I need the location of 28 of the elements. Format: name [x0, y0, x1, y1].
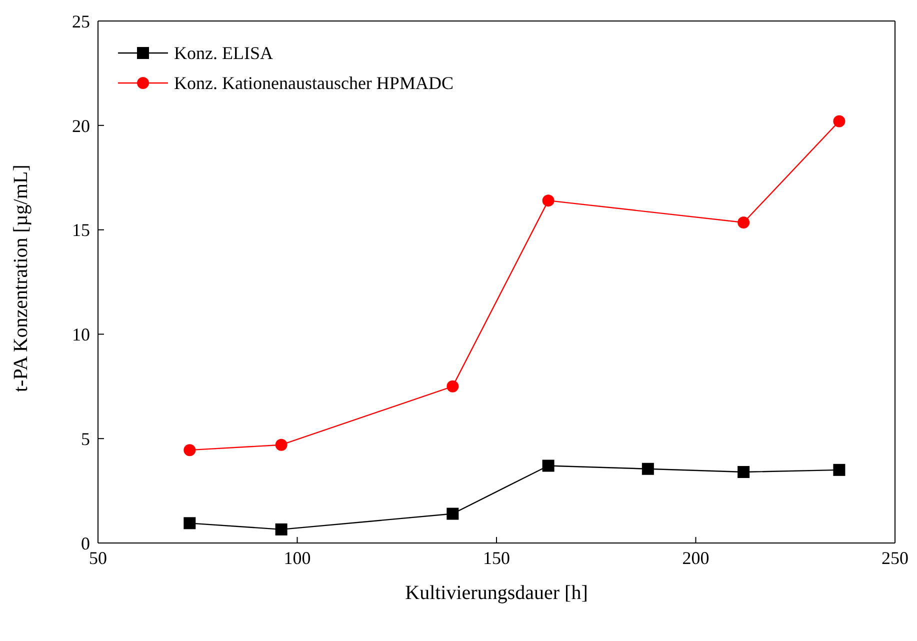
x-tick-label: 100	[284, 548, 311, 568]
y-tick-label: 5	[81, 428, 90, 449]
point	[542, 194, 554, 207]
point	[275, 438, 288, 451]
point	[446, 508, 459, 520]
x-tick-label: 50	[89, 548, 107, 568]
y-tick-label: 10	[72, 324, 90, 345]
point	[642, 462, 654, 475]
y-tick-label: 15	[72, 220, 90, 240]
x-tick-label: 250	[882, 548, 908, 568]
x-axis-title: Kultivierungsdauer [h]	[405, 582, 588, 604]
x-tick-label: 150	[483, 548, 510, 568]
point	[184, 444, 196, 456]
point	[833, 464, 846, 476]
y-tick-label: 25	[72, 11, 90, 32]
point	[446, 380, 459, 392]
x-tick-label: 200	[682, 548, 710, 568]
y-axis-title: t-PA Konzentration [µg/mL]	[10, 164, 32, 392]
point	[542, 460, 554, 472]
point	[275, 523, 288, 536]
point	[833, 115, 846, 128]
point	[738, 216, 750, 228]
legend-label: Konz. ELISA	[174, 42, 273, 64]
legend-label: Konz. Kationenaustauscher HPMADC	[174, 72, 454, 94]
point	[738, 466, 750, 478]
y-tick-label: 0	[81, 533, 90, 554]
y-tick-label: 20	[72, 116, 90, 136]
point	[184, 517, 196, 530]
